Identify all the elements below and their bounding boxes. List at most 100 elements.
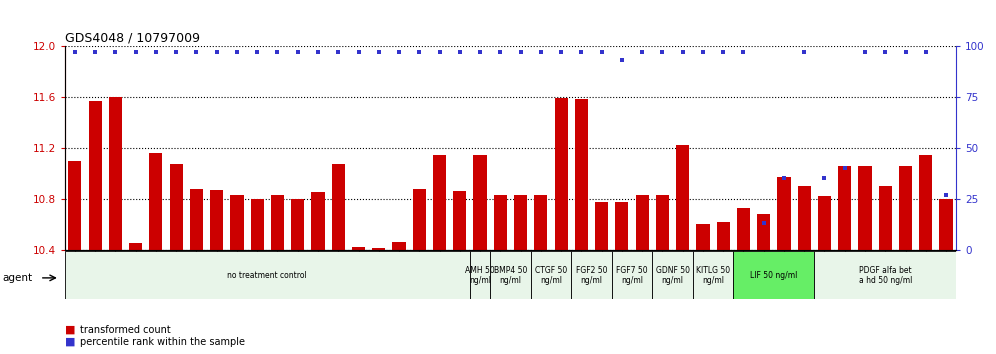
- Bar: [818, 196, 831, 354]
- Bar: [470, 251, 490, 299]
- Bar: [655, 195, 669, 354]
- Point: [371, 49, 386, 55]
- Point: [513, 49, 529, 55]
- Text: BMP4 50
ng/ml: BMP4 50 ng/ml: [494, 266, 527, 285]
- Bar: [453, 191, 466, 354]
- Point: [796, 49, 812, 55]
- Bar: [777, 177, 791, 354]
- Bar: [251, 199, 264, 354]
- Point: [877, 49, 893, 55]
- Text: PDGF alfa bet
a hd 50 ng/ml: PDGF alfa bet a hd 50 ng/ml: [859, 266, 912, 285]
- Bar: [572, 251, 612, 299]
- Point: [533, 49, 549, 55]
- Bar: [69, 160, 82, 354]
- Bar: [65, 251, 470, 299]
- Point: [614, 57, 629, 63]
- Bar: [190, 188, 203, 354]
- Bar: [733, 251, 815, 299]
- Bar: [392, 242, 405, 354]
- Bar: [169, 164, 182, 354]
- Bar: [352, 247, 366, 354]
- Point: [270, 49, 286, 55]
- Bar: [534, 195, 548, 354]
- Text: GDNF 50
ng/ml: GDNF 50 ng/ml: [655, 266, 689, 285]
- Bar: [412, 188, 426, 354]
- Text: CTGF 50
ng/ml: CTGF 50 ng/ml: [535, 266, 567, 285]
- Point: [188, 49, 204, 55]
- Bar: [291, 199, 305, 354]
- Point: [634, 49, 650, 55]
- Point: [776, 176, 792, 181]
- Point: [938, 192, 954, 198]
- Point: [351, 49, 367, 55]
- Bar: [555, 98, 568, 354]
- Bar: [737, 207, 750, 354]
- Bar: [129, 243, 142, 354]
- Point: [168, 49, 184, 55]
- Point: [391, 49, 407, 55]
- Point: [492, 49, 508, 55]
- Bar: [230, 195, 244, 354]
- Bar: [939, 199, 952, 354]
- Point: [67, 49, 83, 55]
- Text: ■: ■: [65, 325, 76, 335]
- Text: GDS4048 / 10797009: GDS4048 / 10797009: [65, 32, 200, 45]
- Bar: [312, 192, 325, 354]
- Bar: [616, 202, 628, 354]
- Bar: [271, 195, 284, 354]
- Text: FGF2 50
ng/ml: FGF2 50 ng/ml: [576, 266, 608, 285]
- Bar: [676, 145, 689, 354]
- Text: FGF7 50
ng/ml: FGF7 50 ng/ml: [617, 266, 647, 285]
- Bar: [595, 202, 609, 354]
- Point: [310, 49, 326, 55]
- Point: [472, 49, 488, 55]
- Point: [654, 49, 670, 55]
- Bar: [919, 155, 932, 354]
- Text: transformed count: transformed count: [80, 325, 170, 335]
- Point: [897, 49, 913, 55]
- Text: KITLG 50
ng/ml: KITLG 50 ng/ml: [696, 266, 730, 285]
- Text: percentile rank within the sample: percentile rank within the sample: [80, 337, 245, 347]
- Bar: [693, 251, 733, 299]
- Point: [735, 49, 751, 55]
- Point: [209, 49, 225, 55]
- Point: [917, 49, 933, 55]
- Point: [290, 49, 306, 55]
- Point: [715, 49, 731, 55]
- Bar: [899, 166, 912, 354]
- Point: [817, 176, 833, 181]
- Point: [108, 49, 124, 55]
- Point: [411, 49, 427, 55]
- Bar: [433, 155, 446, 354]
- Point: [431, 49, 447, 55]
- Point: [756, 220, 772, 226]
- Point: [857, 49, 872, 55]
- Point: [674, 49, 690, 55]
- Text: AMH 50
ng/ml: AMH 50 ng/ml: [465, 266, 495, 285]
- Bar: [696, 224, 709, 354]
- Point: [331, 49, 347, 55]
- Point: [594, 49, 610, 55]
- Point: [249, 49, 265, 55]
- Bar: [612, 251, 652, 299]
- Bar: [332, 164, 345, 354]
- Bar: [716, 222, 730, 354]
- Bar: [878, 186, 891, 354]
- Text: agent: agent: [2, 273, 32, 283]
- Bar: [109, 97, 122, 354]
- Bar: [490, 251, 531, 299]
- Bar: [473, 155, 487, 354]
- Bar: [859, 166, 872, 354]
- Text: ■: ■: [65, 337, 76, 347]
- Point: [452, 49, 468, 55]
- Point: [127, 49, 143, 55]
- Bar: [635, 195, 648, 354]
- Point: [574, 49, 590, 55]
- Bar: [210, 190, 223, 354]
- Point: [695, 49, 711, 55]
- Point: [148, 49, 164, 55]
- Bar: [757, 214, 770, 354]
- Bar: [652, 251, 693, 299]
- Point: [553, 49, 569, 55]
- Bar: [839, 166, 852, 354]
